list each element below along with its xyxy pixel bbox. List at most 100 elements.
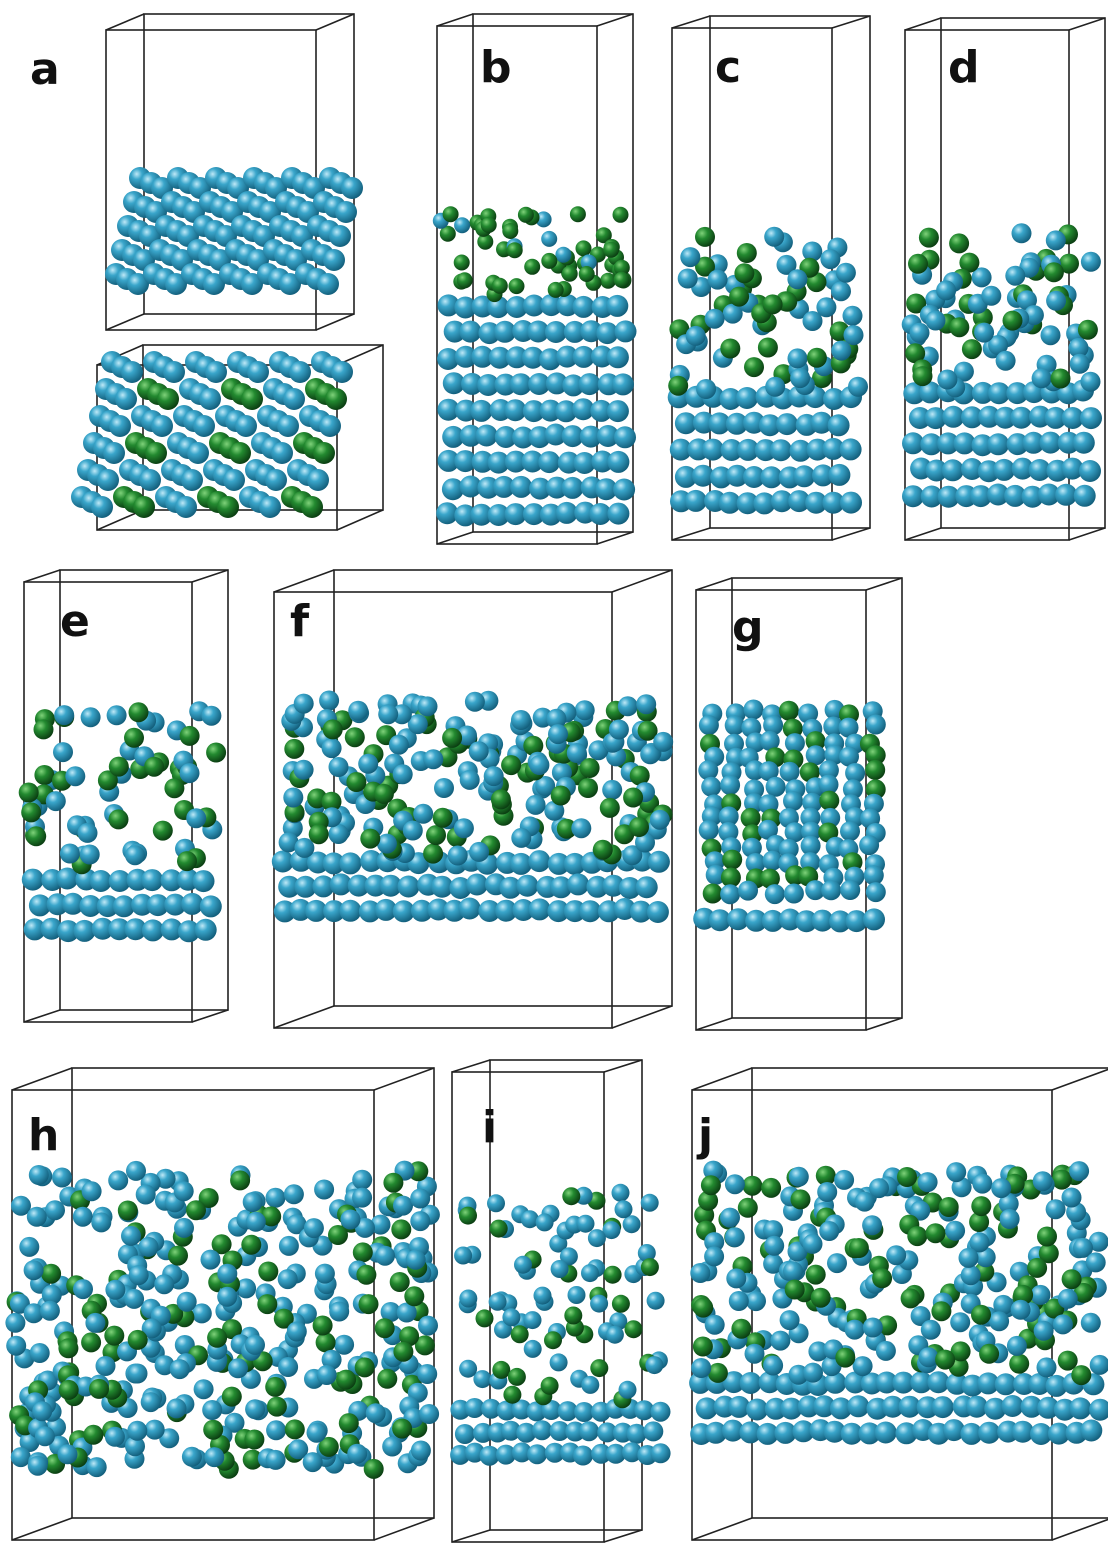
blue-atom: [419, 1404, 440, 1424]
green-atom: [744, 357, 764, 378]
blue-atom: [140, 1392, 161, 1413]
green-atom: [693, 1297, 714, 1318]
blue-atom: [758, 1371, 781, 1394]
blue-atom: [516, 1422, 537, 1443]
panel-label-f: f: [290, 596, 310, 647]
blue-atom: [1036, 1357, 1057, 1378]
blue-atom: [840, 491, 862, 514]
blue-atom: [169, 1359, 190, 1380]
blue-atom: [247, 361, 269, 383]
blue-atom: [561, 476, 584, 499]
blue-atom: [1040, 325, 1061, 346]
green-atom: [104, 1325, 125, 1346]
blue-atom: [902, 485, 924, 508]
blue-atom: [555, 400, 578, 423]
blue-atom: [173, 1181, 194, 1202]
blue-atom: [988, 382, 1010, 405]
blue-atom: [544, 1442, 565, 1463]
blue-atom: [787, 348, 808, 369]
blue-atom: [475, 424, 498, 447]
green-atom: [541, 252, 558, 269]
blue-atom: [765, 376, 786, 397]
blue-atom: [459, 769, 480, 790]
green-atom: [26, 826, 47, 847]
blue-atom: [478, 900, 501, 922]
green-atom: [241, 388, 263, 410]
blue-atom: [707, 269, 728, 290]
blue-atom: [726, 1268, 747, 1289]
blue-atom: [789, 439, 812, 462]
blue-atom: [1089, 1398, 1108, 1421]
blue-atom: [591, 1443, 612, 1464]
green-atom: [321, 791, 342, 812]
blue-atom: [817, 1182, 838, 1202]
blue-atom: [764, 1235, 785, 1256]
blue-atom: [259, 496, 281, 518]
blue-atom: [453, 818, 474, 839]
blue-atom: [581, 1375, 600, 1394]
blue-atom: [277, 1269, 298, 1290]
blue-atom: [547, 900, 570, 923]
blue-atom: [556, 345, 579, 368]
green-atom: [108, 756, 129, 777]
blue-atom: [431, 875, 454, 898]
blue-atom: [649, 809, 670, 830]
blue-atom: [504, 450, 527, 473]
blue-atom: [294, 837, 315, 858]
blue-atom: [510, 852, 532, 875]
blue-atom: [561, 425, 584, 448]
blue-atom: [987, 483, 1010, 506]
blue-atom: [945, 1220, 966, 1241]
blue-atom: [646, 901, 669, 923]
blue-atom: [1030, 1284, 1051, 1305]
blue-atom: [97, 469, 119, 491]
blue-atom: [635, 832, 655, 853]
blue-atom: [910, 1200, 931, 1221]
blue-atom: [829, 910, 852, 933]
blue-atom: [819, 1221, 840, 1241]
green-atom: [145, 442, 167, 464]
blue-atom: [95, 1356, 116, 1376]
green-atom: [186, 1200, 206, 1221]
blue-atom: [396, 1302, 417, 1323]
blue-atom: [410, 1188, 431, 1209]
blue-atom: [761, 909, 784, 932]
blue-atom: [410, 1211, 431, 1232]
blue-atom: [820, 807, 841, 828]
blue-atom: [205, 361, 227, 383]
blue-atom: [535, 776, 556, 796]
green-atom: [623, 787, 644, 808]
blue-atom: [834, 1169, 855, 1190]
blue-atom: [827, 1253, 847, 1274]
blue-atom: [704, 1314, 725, 1335]
blue-atom: [454, 296, 477, 319]
green-atom: [613, 259, 630, 276]
blue-atom: [845, 910, 868, 933]
blue-atom: [555, 501, 578, 524]
blue-atom: [199, 895, 222, 918]
blue-atom: [724, 1174, 745, 1195]
green-atom: [354, 1357, 375, 1378]
blue-atom: [708, 412, 731, 435]
blue-atom: [27, 1455, 48, 1476]
blue-atom: [745, 909, 768, 932]
green-atom: [117, 1200, 138, 1221]
blue-atom: [538, 451, 561, 474]
blue-atom: [294, 875, 317, 898]
blue-atom: [392, 764, 413, 785]
green-atom: [1027, 1257, 1048, 1278]
blue-atom: [317, 273, 339, 295]
blue-atom: [854, 1191, 875, 1212]
blue-atom: [322, 852, 345, 875]
blue-atom: [514, 1255, 532, 1274]
green-atom: [600, 272, 617, 289]
blue-atom: [278, 875, 301, 898]
blue-atom: [289, 361, 311, 383]
blue-atom: [192, 870, 215, 893]
blue-atom: [643, 1421, 664, 1442]
blue-atom: [581, 1264, 599, 1283]
blue-atom: [724, 715, 745, 736]
green-atom: [778, 700, 799, 721]
green-atom: [374, 1318, 395, 1339]
green-atom: [613, 271, 630, 288]
